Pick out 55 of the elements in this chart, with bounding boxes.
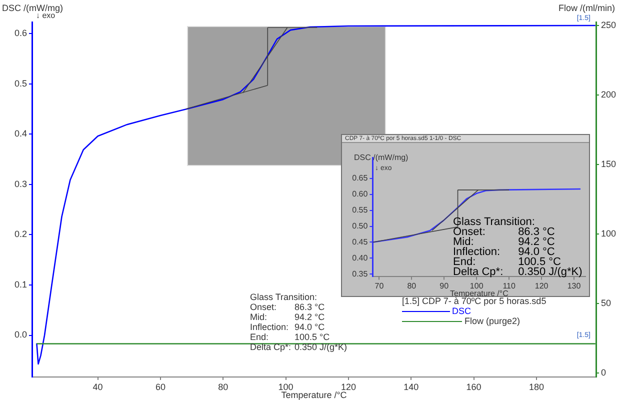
y2-tick-label: 100 [601, 228, 616, 238]
y-tick-label: 0.60 [352, 190, 368, 199]
annotation: Glass Transition: [250, 292, 318, 302]
y-axis-title: DSC /(mW/mg) [354, 153, 408, 163]
annotation: Inflection: 94.0 °C [250, 322, 325, 332]
text: ↓ exo [36, 11, 56, 21]
text: End: 100.5 °C [250, 332, 330, 342]
y2-tick-label: 50 [601, 298, 612, 308]
text: DSC [452, 306, 472, 316]
y-tick-label: 0.65 [352, 174, 368, 183]
y2-tick-label: 0 [601, 367, 606, 378]
x-tick-label: 80 [407, 282, 417, 291]
x-tick-label: 120 [340, 382, 356, 392]
x-tick-label: 180 [528, 382, 544, 392]
text: Mid: 94.2 °C [453, 236, 555, 248]
y-tick-label: 0.5 [14, 78, 27, 88]
annotation: Delta Cp*: 0.350 J/(g*K) [250, 342, 348, 352]
x-tick-label: 100 [278, 382, 294, 392]
x-axis-title: Temperature /°C [450, 289, 508, 298]
y-tick-label: 0.3 [14, 178, 27, 189]
x-tick-label: 110 [502, 282, 516, 291]
y-tick-label: 0.0 [14, 330, 27, 340]
y-tick-label: 0.55 [352, 206, 368, 215]
x-tick-label: 130 [567, 282, 582, 291]
text: Inflection: 94.0 °C [453, 246, 555, 258]
x-tick-label: 120 [534, 282, 549, 291]
x-tick-label: 90 [440, 282, 450, 291]
text: Onset: 86.3 °C [250, 302, 325, 312]
y2-tick-label: 250 [601, 20, 616, 30]
x-axis-title: Temperature /°C [281, 390, 347, 400]
text: End: 100.5 °C [453, 256, 561, 268]
x-tick-label: 140 [404, 382, 419, 392]
text: Onset: 86.3 °C [453, 226, 555, 238]
y2-tick-label: 200 [601, 89, 616, 100]
y-axis-title: DSC /(mW/mg) [2, 3, 63, 13]
x-tick-label: 40 [92, 382, 103, 392]
x-tick-label: 160 [466, 382, 482, 392]
y-tick-label: 0.1 [14, 279, 27, 290]
y2-tick-label: 150 [601, 158, 616, 169]
y-tick-label: 0.35 [352, 269, 368, 278]
legend-title: [1.5] CDP 7- à 70ºC por 5 horas.sd5 [402, 296, 546, 306]
x-tick-label: 70 [374, 282, 384, 291]
x-tick-label: 100 [470, 282, 484, 291]
y2-axis-title: Flow /(ml/min) [558, 3, 615, 13]
text: Delta Cp*: 0.350 J/(g*K) [453, 266, 582, 278]
y-tick-label: 0.40 [352, 253, 368, 262]
y-tick-label: 0.4 [14, 128, 27, 139]
y-tick-label: 0.45 [352, 237, 368, 246]
x-tick-label: 60 [155, 382, 166, 392]
x-tick-label: 80 [218, 382, 228, 392]
text: Mid: 94.2 °C [250, 312, 325, 322]
series-label: Flow (purge2) [464, 316, 520, 326]
y-tick-label: 0.50 [352, 221, 368, 230]
y-tick-label: 0.6 [14, 28, 27, 38]
y-tick-label: 0.2 [14, 229, 27, 240]
